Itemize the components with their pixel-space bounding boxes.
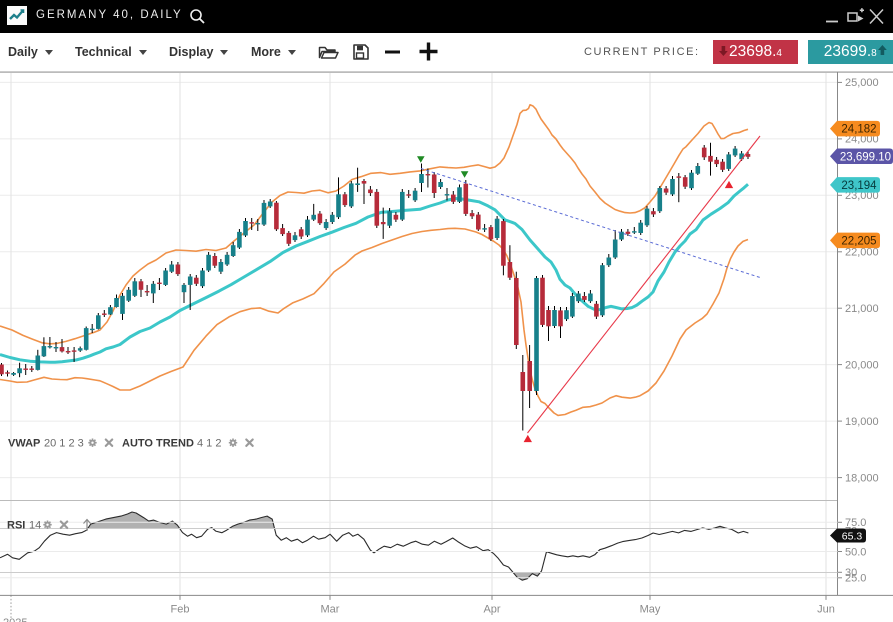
svg-text:25,000: 25,000 [845,77,879,89]
svg-text:RSI: RSI [7,520,25,532]
svg-text:22,000: 22,000 [845,247,879,259]
svg-text:24,182: 24,182 [841,124,876,136]
svg-text:20 1 2 3: 20 1 2 3 [44,438,84,450]
svg-text:22,205: 22,205 [841,236,876,248]
svg-text:21,000: 21,000 [845,303,879,315]
svg-text:2025: 2025 [3,617,27,622]
svg-text:23,000: 23,000 [845,190,879,202]
svg-text:19,000: 19,000 [845,416,879,428]
svg-text:Jun: Jun [817,604,835,616]
svg-text:20,000: 20,000 [845,359,879,371]
svg-text:23,194: 23,194 [841,180,877,192]
svg-text:50.0: 50.0 [845,546,866,558]
svg-text:AUTO TREND: AUTO TREND [122,438,194,450]
svg-text:14: 14 [29,520,41,532]
svg-text:18,000: 18,000 [845,472,879,484]
svg-text:30: 30 [845,567,857,579]
svg-text:May: May [640,604,661,616]
svg-text:24,000: 24,000 [845,134,879,146]
svg-text:VWAP: VWAP [8,438,40,450]
svg-text:75.0: 75.0 [845,517,866,529]
svg-text:4 1 2: 4 1 2 [197,438,221,450]
svg-text:Mar: Mar [321,604,340,616]
svg-text:25.0: 25.0 [845,573,866,585]
svg-text:65.3: 65.3 [842,530,863,542]
svg-text:23,699.10: 23,699.10 [840,151,891,163]
svg-text:Apr: Apr [483,604,500,616]
svg-text:Feb: Feb [171,604,190,616]
